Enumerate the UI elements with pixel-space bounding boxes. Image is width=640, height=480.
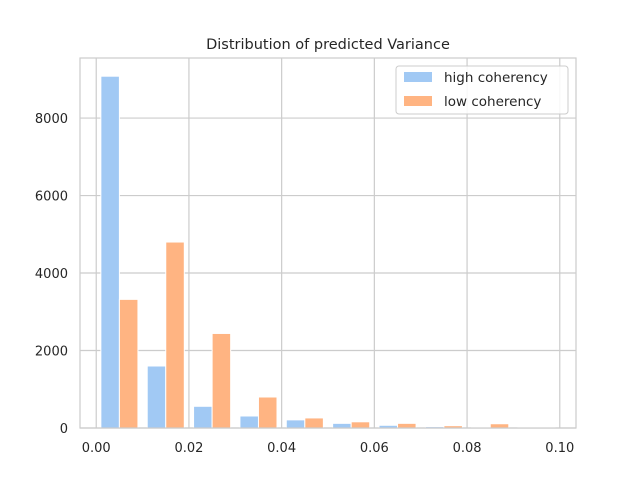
y-tick-label: 8000: [35, 112, 68, 127]
legend-label-high-coherency: high coherency: [444, 70, 548, 86]
x-tick-label: 0.06: [360, 441, 389, 456]
bar-low-coherency-bin-2: [211, 332, 232, 429]
bar-high-coherency-bin-4: [285, 419, 306, 429]
bar-high-coherency-bin-3: [239, 415, 259, 429]
bar-low-coherency-bin-6: [397, 422, 417, 429]
plot-frame: [79, 57, 577, 429]
bar-low-coherency-bin-4: [304, 417, 324, 429]
y-tick-labels: 0 2000 4000 6000 8000: [35, 112, 68, 437]
bar-high-coherency-bin-1: [146, 365, 167, 429]
y-tick-label: 0: [60, 422, 68, 437]
legend-swatch-low-coherency: [404, 96, 432, 106]
x-tick-label: 0.10: [545, 441, 574, 456]
bar-low-coherency-bin-3: [257, 396, 278, 429]
bar-high-coherency-bin-5: [332, 422, 352, 429]
legend-label-low-coherency: low coherency: [444, 94, 541, 110]
y-tick-label: 6000: [35, 190, 68, 205]
y-tick-label: 4000: [35, 267, 68, 282]
x-tick-label: 0.08: [453, 441, 482, 456]
x-tick-label: 0.00: [82, 441, 111, 456]
bar-low-coherency-bin-8: [489, 423, 510, 429]
y-tick-label: 2000: [35, 345, 68, 360]
grid-lines: [80, 58, 576, 429]
bar-low-coherency-bin-5: [350, 421, 371, 429]
x-tick-label: 0.02: [174, 441, 203, 456]
x-tick-labels: 0.00 0.02 0.04 0.06 0.08 0.10: [82, 441, 575, 456]
x-tick-label: 0.04: [267, 441, 296, 456]
bar-low-coherency-bin-1: [165, 241, 185, 429]
bar-high-coherency-bin-2: [193, 405, 213, 429]
bar-high-coherency-bin-0: [100, 75, 120, 429]
bar-low-coherency-bin-0: [118, 298, 139, 429]
legend: high coherency low coherency: [395, 65, 569, 115]
chart-title: Distribution of predicted Variance: [206, 37, 450, 53]
legend-frame: [395, 65, 569, 115]
legend-swatch-high-coherency: [404, 72, 432, 82]
